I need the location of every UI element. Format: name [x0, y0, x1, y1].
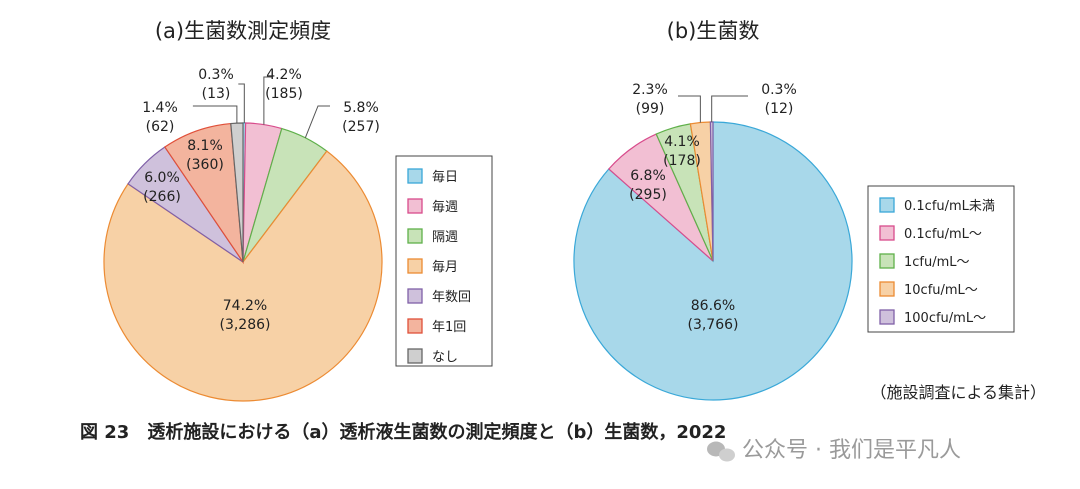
legend-swatch: [407, 198, 423, 214]
legend-label: 1cfu/mL～: [904, 255, 970, 270]
legend-item-0: 0.1cfu/mL未満: [879, 197, 995, 214]
leader-line-3: [678, 95, 701, 123]
watermark: 公众号 · 我们是平凡人: [707, 438, 961, 463]
source-note: （施設調査による集計）: [870, 383, 1046, 402]
slice-count-label: (360): [186, 157, 224, 173]
legend-label: 毎週: [432, 199, 458, 215]
slice-label-2: 4.1% (178): [663, 134, 701, 169]
legend-item-6: なし: [407, 348, 458, 365]
legend-swatch: [879, 253, 895, 269]
slice-label-3: 2.3% (99): [632, 82, 668, 117]
slice-count-label: (3,286): [219, 317, 270, 333]
legend-label: 毎月: [432, 259, 458, 275]
legend-label: 10cfu/mL～: [904, 283, 978, 298]
pie-slice-3: [103, 150, 383, 402]
slice-pct-label: 8.1%: [187, 138, 223, 154]
slice-label-3: 74.2% (3,286): [219, 298, 270, 333]
slice-count-label: (62): [146, 119, 175, 135]
slice-count-label: (295): [629, 187, 667, 203]
leader-line-2: [304, 105, 330, 138]
legend-item-4: 100cfu/mL～: [879, 309, 986, 326]
watermark-text: 公众号 · 我们是平凡人: [742, 438, 961, 463]
leader-line-1: [263, 76, 272, 125]
chart-b-labels: 86.6% (3,766) 6.8% (295) 4.1% (178) 2.3% (99) 0.…: [629, 82, 797, 333]
leader-line-0: [238, 83, 245, 124]
legend-swatch: [407, 288, 423, 304]
slice-pct-label: 5.8%: [343, 100, 379, 116]
slice-pct-label: 0.3%: [198, 67, 234, 83]
slice-pct-label: 74.2%: [223, 298, 267, 314]
chart-b-slices: [573, 121, 853, 401]
legend-swatch: [407, 348, 423, 364]
legend-item-3: 毎月: [407, 258, 458, 275]
slice-pct-label: 1.4%: [142, 100, 178, 116]
chart-b-legend: 0.1cfu/mL未満 0.1cfu/mL～ 1cfu/mL～ 10cfu/mL～ 10…: [879, 197, 995, 326]
legend-label: 隔週: [432, 230, 458, 245]
pie-slice-6: [230, 122, 244, 263]
legend-item-2: 隔週: [407, 228, 458, 245]
slice-pct-label: 6.8%: [630, 168, 666, 184]
slice-label-1: 6.8% (295): [629, 168, 667, 203]
legend-label: 0.1cfu/mL未満: [904, 199, 995, 214]
slice-label-0: 0.3% (13): [198, 67, 234, 102]
slice-label-0: 86.6% (3,766): [687, 298, 738, 333]
legend-swatch: [407, 168, 423, 184]
legend-item-1: 0.1cfu/mL～: [879, 225, 982, 242]
legend-item-3: 10cfu/mL～: [879, 281, 978, 298]
slice-count-label: (12): [765, 101, 794, 117]
slice-pct-label: 4.1%: [664, 134, 700, 150]
slice-pct-label: 6.0%: [144, 170, 180, 186]
legend-item-4: 年数回: [407, 288, 471, 305]
legend-swatch: [407, 258, 423, 274]
leader-line-4: [711, 95, 748, 123]
legend-label: 毎日: [432, 169, 458, 185]
slice-count-label: (178): [663, 153, 701, 169]
legend-swatch: [407, 318, 423, 334]
slice-pct-label: 86.6%: [691, 298, 735, 314]
legend-swatch: [879, 309, 895, 325]
legend-label: 0.1cfu/mL～: [904, 227, 982, 242]
slice-count-label: (266): [143, 189, 181, 205]
legend-item-5: 年1回: [407, 318, 466, 335]
leader-line-6: [192, 105, 238, 124]
slice-label-4: 6.0% (266): [143, 170, 181, 205]
legend-label: 年1回: [432, 320, 466, 335]
pie-slice-0: [573, 121, 853, 401]
legend-swatch: [407, 228, 423, 244]
legend-label: 年数回: [432, 290, 471, 305]
slice-label-1: 4.2% (185): [265, 67, 303, 102]
legend-item-0: 毎日: [407, 168, 458, 185]
slice-count-label: (13): [202, 86, 231, 102]
legend-swatch: [879, 281, 895, 297]
pie-chart-a: (a)生菌数測定頻度 74.2% (3,286) 6.0% (266) 8.1% (360…: [103, 19, 493, 402]
legend-label: 100cfu/mL～: [904, 311, 986, 326]
legend-label: なし: [432, 350, 458, 365]
slice-pct-label: 4.2%: [266, 67, 302, 83]
chart-a-title: (a)生菌数測定頻度: [155, 19, 331, 43]
slice-count-label: (99): [636, 101, 665, 117]
legend-item-1: 毎週: [407, 198, 458, 215]
legend-swatch: [879, 197, 895, 213]
figure-caption: 図 23 透析施設における（a）透析液生菌数の測定頻度と（b）生菌数，2022: [80, 421, 726, 443]
slice-label-2: 5.8% (257): [342, 100, 380, 135]
slice-pct-label: 0.3%: [761, 82, 797, 98]
chart-a-slices: [103, 122, 383, 402]
pie-chart-b: (b)生菌数 86.6% (3,766) 6.8% (295) 4.1% (178) 2.3…: [573, 19, 1015, 401]
slice-label-4: 0.3% (12): [761, 82, 797, 117]
slice-count-label: (185): [265, 86, 303, 102]
slice-label-5: 8.1% (360): [186, 138, 224, 173]
legend-swatch: [879, 225, 895, 241]
legend-item-2: 1cfu/mL～: [879, 253, 970, 270]
slice-count-label: (3,766): [687, 317, 738, 333]
chart-a-labels: 74.2% (3,286) 6.0% (266) 8.1% (360) 0.3% (13) 4.…: [142, 67, 380, 333]
slice-count-label: (257): [342, 119, 380, 135]
chart-b-title: (b)生菌数: [667, 19, 760, 43]
wechat-icon: [707, 441, 735, 462]
slice-label-6: 1.4% (62): [142, 100, 178, 135]
slice-pct-label: 2.3%: [632, 82, 668, 98]
